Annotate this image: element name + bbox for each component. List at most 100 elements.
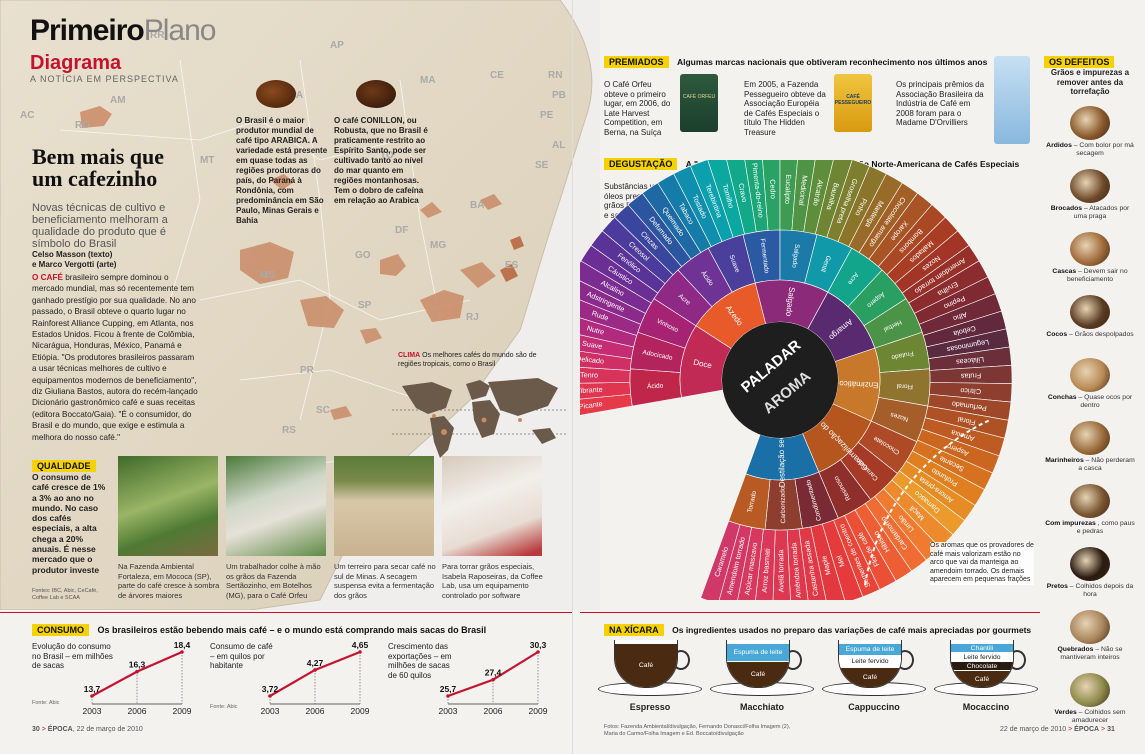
defect-name: Cascas	[1052, 268, 1077, 275]
wheel-mid-label: Frutado	[890, 349, 914, 360]
cup-name: Mocaccino	[962, 702, 1010, 712]
state-label: MT	[200, 155, 215, 166]
gutter	[572, 0, 573, 754]
state-label: GO	[355, 250, 371, 261]
article-body-text: brasileiro sempre dominou o mercado mund…	[32, 273, 198, 442]
data-label: 18,4	[174, 640, 191, 650]
state-label: PE	[540, 110, 554, 121]
consumo-chart-1-label: Evolução do consumo no Brasil – em milhõ…	[32, 642, 113, 670]
wheel-outer-label: Floral	[956, 415, 976, 428]
consumo-chart-3: 25,7 2003 27,4 2006 30,3 2009	[439, 640, 548, 716]
cup-layer: Café	[839, 667, 901, 687]
defeitos-title: Grãos e impurezas a remover antes da tor…	[1050, 68, 1130, 96]
defect-desc: – Grãos despolpados	[1067, 331, 1134, 338]
wheel-inner-label: Enzimático	[839, 379, 879, 390]
premiado-1-bag: CAFÉ ORFEU	[680, 74, 718, 132]
x-tick-label: 2009	[529, 706, 548, 716]
defeitos-tag: OS DEFEITOS	[1044, 56, 1115, 68]
defect-bean-icon	[1070, 673, 1110, 707]
data-point	[268, 694, 272, 698]
wheel-outer-label: Arroz basmati	[760, 548, 772, 593]
premiado-2-bag: CAFÉ PESSEGUEIRO	[834, 74, 872, 132]
wheel-outer-label: Delicado	[580, 354, 604, 366]
consumo-chart-2: 3,72 2003 4,27 2006 4,65 2009	[261, 640, 370, 716]
state-label: PA	[290, 90, 304, 101]
defect-item: Quebrados – Não se mantiveram inteiros	[1044, 610, 1136, 662]
footer-left: 30 > ÉPOCA, 22 de março de 2010	[32, 726, 143, 733]
defect-name: Pretos	[1046, 583, 1068, 590]
cup-body: Café	[614, 640, 678, 688]
wheel-outer-label: Cedro	[768, 179, 778, 199]
cup-body: Chantili Leite fervido Chocolate Café	[950, 640, 1014, 688]
defect-bean-icon	[1070, 610, 1110, 644]
state-label: PR	[300, 365, 314, 376]
credits: Celso Masson (texto) e Marco Vergotti (a…	[32, 250, 192, 270]
defect-item: Verdes – Colhidos sem amadurecer	[1044, 673, 1136, 725]
xicara-header: NA XÍCARA Os ingredientes usados no prep…	[604, 620, 1031, 638]
defect-name: Verdes	[1054, 709, 1077, 716]
data-label: 27,4	[485, 668, 502, 678]
x-tick-label: 2003	[261, 706, 280, 716]
defect-caption: Verdes – Colhidos sem amadurecer	[1044, 709, 1136, 725]
defect-caption: Ardidos – Com bolor por má secagem	[1044, 142, 1136, 158]
aroma-wheel: PicanteVibranteTenroDelicadoSuaveNutreRu…	[580, 160, 1013, 600]
defect-name: Com impurezas	[1045, 520, 1096, 527]
defect-bean-icon	[1070, 106, 1110, 140]
state-label: ES	[505, 260, 519, 271]
cup-layer: Chantili	[951, 643, 1013, 652]
defect-desc: – Colhidos depois da hora	[1067, 583, 1134, 598]
data-point	[491, 677, 495, 682]
footer-right-page: 31	[1107, 726, 1115, 733]
defect-caption: Com impurezas , como paus e pedras	[1044, 520, 1136, 536]
wheel-inner-label: Destilação seca	[776, 430, 786, 487]
x-tick-label: 2006	[484, 706, 503, 716]
state-label: DF	[395, 225, 409, 236]
data-point	[90, 694, 94, 698]
wheel-outer-label: Frutas	[960, 371, 981, 380]
qualidade-label: QUALIDADE	[32, 460, 96, 472]
data-point	[180, 650, 184, 654]
defect-bean-icon	[1070, 547, 1110, 581]
data-label: 16,3	[129, 660, 146, 670]
defect-caption: Cocos – Grãos despolpados	[1044, 331, 1136, 339]
photo-terreiro	[334, 456, 434, 556]
credit-text: Celso Masson (texto)	[32, 250, 113, 259]
cup: Espuma de leite Leite fervido Café Cappucci…	[822, 640, 926, 720]
consumo-tag: CONSUMO	[32, 624, 89, 636]
wheel-outer-label: Suave	[581, 338, 603, 351]
state-label: PB	[552, 90, 566, 101]
wheel-center	[722, 322, 838, 438]
world-map	[392, 378, 568, 458]
wheel-mid-label: Carbonizado	[779, 486, 787, 523]
degustacao-note-right: Os aromas que os provadores de café mais…	[930, 542, 1034, 585]
cup-name: Espresso	[629, 702, 671, 712]
footer-left-page: 30	[32, 726, 40, 733]
photo-caption-1: Na Fazenda Ambiental Fortaleza, em Mococ…	[118, 562, 220, 600]
defect-name: Marinheiros	[1045, 457, 1084, 464]
series-line	[91, 650, 183, 697]
x-tick-label: 2009	[351, 706, 370, 716]
defect-item: Ardidos – Com bolor por má secagem	[1044, 106, 1136, 158]
wheel-outer-label: Picante	[580, 399, 603, 411]
data-point	[446, 694, 450, 698]
state-label: RO	[75, 120, 90, 131]
footer-photo-credits: Fotos: Fazenda Ambiental/divulgação, Fer…	[604, 724, 791, 737]
defect-bean-icon	[1070, 421, 1110, 455]
data-label: 4,27	[307, 658, 324, 668]
wheel-inner-label: Doce	[693, 358, 714, 371]
arabica-bean-icon	[256, 80, 296, 108]
state-label: MS	[260, 270, 275, 281]
wheel-inner-label: Salgado	[784, 287, 797, 318]
data-point	[358, 650, 362, 654]
cup-layer: Espuma de leite	[839, 643, 901, 655]
consumo-header: CONSUMO Os brasileiros estão bebendo mai…	[32, 620, 486, 638]
deck: Novas técnicas de cultivo e beneficiamen…	[32, 202, 168, 250]
cup-body: Espuma de leite Leite fervido Café	[838, 640, 902, 688]
defect-desc: , como paus e pedras	[1076, 520, 1135, 535]
consumo-title: Os brasileiros estão bebendo mais café –…	[97, 625, 487, 635]
state-label: SE	[535, 160, 549, 171]
xicara-rule	[580, 612, 1040, 613]
data-point	[313, 668, 317, 672]
premiado-2-bag-label: CAFÉ PESSEGUEIRO	[834, 94, 872, 106]
